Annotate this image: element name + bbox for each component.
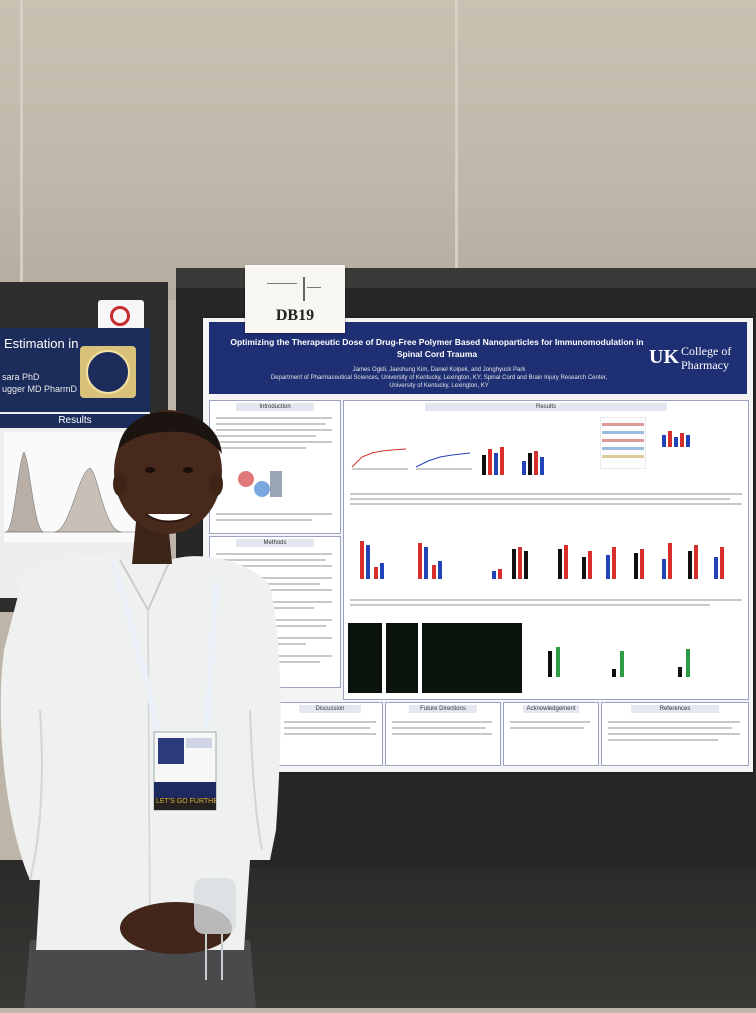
- bar-chart-figure: [660, 421, 700, 447]
- discussion-section: Discussion: [277, 702, 383, 766]
- left-poster-results-heading: Results: [0, 414, 150, 428]
- microscopy-image: [348, 623, 382, 693]
- section-heading: References: [631, 705, 719, 713]
- introduction-section: Introduction: [209, 400, 341, 534]
- wall: [0, 0, 756, 300]
- microscopy-image: [386, 623, 418, 693]
- data-table-figure: [599, 416, 647, 470]
- section-heading: Methods: [236, 539, 314, 547]
- poster-number-card: DB19: [245, 265, 345, 333]
- intro-schematic-figure: [232, 467, 286, 503]
- line-chart-figure: [350, 431, 410, 471]
- poster-author-list: James Ogidi, Jaeshung Kim, Daniel Kolpek…: [352, 367, 526, 373]
- section-heading: Results: [424, 403, 668, 411]
- badge-footer-text: LET'S GO FURTHER: [156, 798, 216, 805]
- presenter-person: [0, 410, 290, 1008]
- bar-chart-figure: [356, 537, 396, 579]
- bar-chart-figure: [520, 443, 550, 475]
- poster-affiliation: Department of Pharmaceutical Sciences, U…: [270, 375, 608, 389]
- left-poster-title: Estimation in: [4, 336, 79, 351]
- left-poster-authors: sara PhD: [2, 372, 40, 382]
- bar-chart-figure: [480, 441, 510, 475]
- section-heading: Acknowledgement: [522, 705, 580, 713]
- bar-chart-figure: [674, 641, 704, 677]
- college-of-pharmacy-label: College of Pharmacy: [681, 344, 732, 372]
- wall-seam: [455, 0, 458, 290]
- university-seal-logo: [80, 346, 136, 398]
- college-of-pharmacy-logo: UK College of Pharmacy: [649, 340, 745, 380]
- left-poster-authors: ugger MD PharmD: [2, 384, 78, 394]
- poster-authors: James Ogidi, Jaeshung Kim, Daniel Kolpek…: [269, 366, 609, 390]
- section-heading: Introduction: [236, 403, 314, 411]
- acknowledgement-section: Acknowledgement: [503, 702, 599, 766]
- bar-chart-figure: [544, 637, 574, 677]
- poster-header: Optimizing the Therapeutic Dose of Drug-…: [209, 322, 747, 394]
- left-poster-header: Estimation in sara PhD ugger MD PharmD: [0, 328, 150, 412]
- research-poster: Optimizing the Therapeutic Dose of Drug-…: [203, 318, 753, 772]
- results-section: Results: [343, 400, 749, 700]
- poster-title: Optimizing the Therapeutic Dose of Drug-…: [230, 337, 644, 359]
- seal-icon: [86, 350, 130, 394]
- bar-chart-figure: [608, 641, 638, 677]
- references-section: References: [601, 702, 749, 766]
- future-directions-section: Future Directions: [385, 702, 501, 766]
- section-heading: Future Directions: [408, 705, 478, 713]
- prohibition-icon: [110, 306, 130, 326]
- bar-chart-figure: [490, 541, 540, 579]
- line-chart-figure: [414, 431, 474, 471]
- microscopy-image: [422, 623, 522, 693]
- multi-bar-chart-figure: [554, 535, 744, 579]
- poster-number: DB19: [275, 307, 315, 324]
- uk-logo-mark: UK: [649, 346, 679, 368]
- wall-seam: [20, 0, 23, 290]
- bar-chart-figure: [414, 537, 454, 579]
- section-heading: Discussion: [298, 705, 362, 713]
